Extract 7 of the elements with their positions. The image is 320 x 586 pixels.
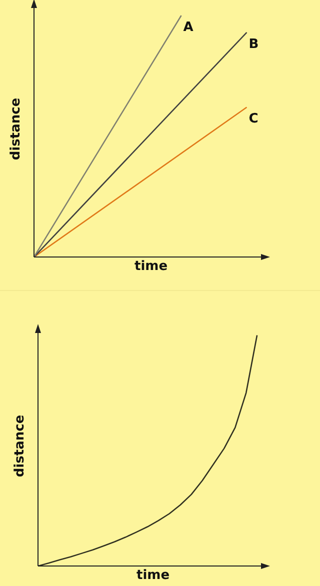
x-axis-title: time [136, 568, 170, 583]
y-axis-title: distance [12, 414, 28, 478]
x-axis-title: time [134, 258, 168, 274]
series-label: A [183, 20, 194, 35]
series-label: C [248, 112, 258, 127]
series-label: B [248, 36, 259, 52]
y-axis-title: distance [8, 98, 24, 160]
